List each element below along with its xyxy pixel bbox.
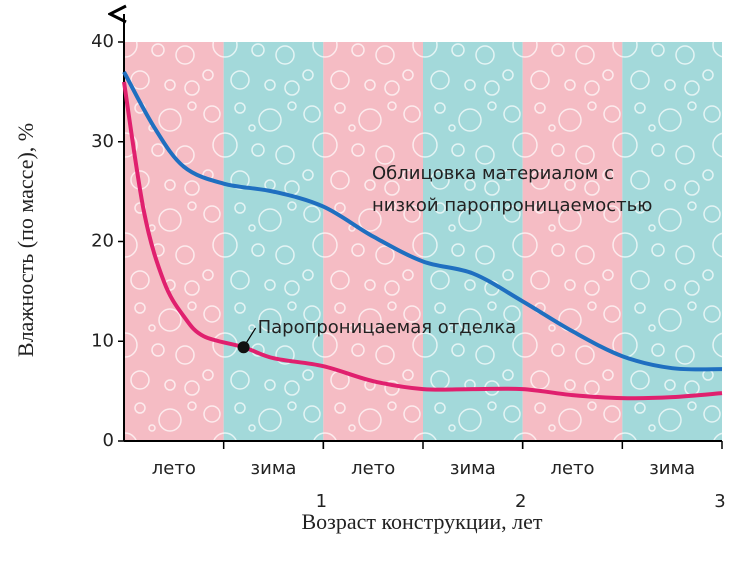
season-label: лето: [550, 458, 594, 479]
series-annotation: Облицовка материалом с: [372, 163, 614, 184]
x-tick-label: 3: [714, 491, 725, 512]
season-label: зима: [649, 458, 695, 479]
y-tick-label: 40: [91, 31, 114, 52]
x-tick-label: 1: [316, 491, 327, 512]
y-tick-label: 10: [91, 330, 114, 351]
y-tick-label: 0: [103, 430, 114, 451]
bubble-texture: [124, 42, 722, 441]
season-label: лето: [351, 458, 395, 479]
series-annotation: низкой паропроницаемостью: [372, 195, 652, 216]
x-tick-label: 2: [515, 491, 526, 512]
y-axis-title: Влажность (по массе), %: [13, 123, 38, 357]
y-tick-label: 30: [91, 131, 114, 152]
y-tick-label: 20: [91, 231, 114, 252]
season-label: зима: [450, 458, 496, 479]
x-axis-title: Возраст конструкции, лет: [301, 509, 542, 534]
annotated-point: [237, 341, 250, 354]
season-label: лето: [152, 458, 196, 479]
season-label: зима: [251, 458, 297, 479]
series-line: [122, 70, 723, 372]
series-annotation: Паропроницаемая отделка: [258, 317, 517, 338]
series-line: [122, 81, 723, 401]
